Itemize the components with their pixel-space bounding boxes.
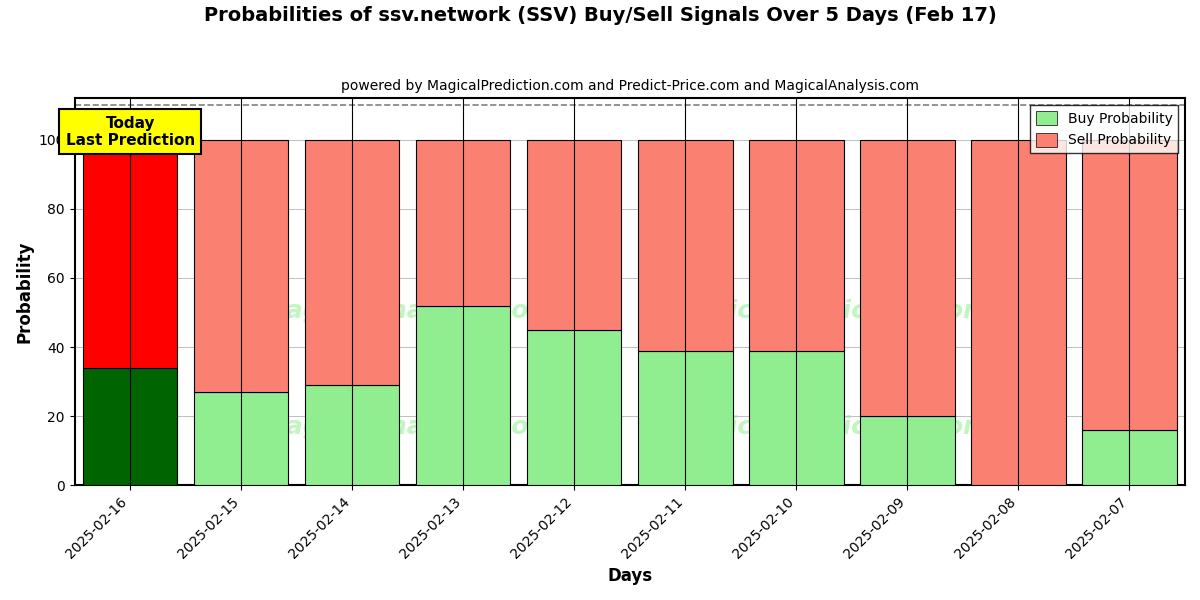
Text: MagicalAnalysis.com: MagicalAnalysis.com: [262, 415, 554, 439]
Bar: [194, 140, 288, 392]
Legend: Buy Probability, Sell Probability: Buy Probability, Sell Probability: [1030, 105, 1178, 153]
Bar: [749, 140, 844, 350]
Bar: [416, 140, 510, 305]
Bar: [527, 330, 622, 485]
Bar: [83, 368, 178, 485]
Bar: [638, 350, 732, 485]
Text: Today
Last Prediction: Today Last Prediction: [66, 116, 194, 148]
X-axis label: Days: Days: [607, 567, 653, 585]
Text: MagicalPrediction.com: MagicalPrediction.com: [670, 415, 990, 439]
Bar: [194, 392, 288, 485]
Bar: [638, 140, 732, 350]
Text: Probabilities of ssv.network (SSV) Buy/Sell Signals Over 5 Days (Feb 17): Probabilities of ssv.network (SSV) Buy/S…: [204, 6, 996, 25]
Bar: [749, 350, 844, 485]
Bar: [305, 140, 400, 385]
Text: MagicalAnalysis.com: MagicalAnalysis.com: [262, 299, 554, 323]
Bar: [83, 140, 178, 368]
Bar: [1082, 430, 1177, 485]
Bar: [527, 140, 622, 330]
Text: MagicalPrediction.com: MagicalPrediction.com: [670, 299, 990, 323]
Title: powered by MagicalPrediction.com and Predict-Price.com and MagicalAnalysis.com: powered by MagicalPrediction.com and Pre…: [341, 79, 919, 93]
Bar: [416, 305, 510, 485]
Bar: [305, 385, 400, 485]
Bar: [860, 140, 955, 416]
Bar: [860, 416, 955, 485]
Y-axis label: Probability: Probability: [16, 241, 34, 343]
Bar: [971, 140, 1066, 485]
Bar: [1082, 140, 1177, 430]
